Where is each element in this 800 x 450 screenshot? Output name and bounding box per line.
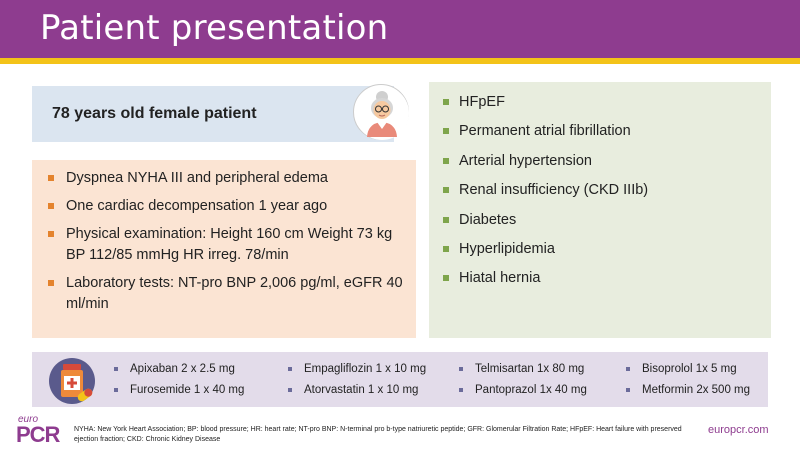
- medication-item: Empagliflozin 1 x 10 mg: [286, 362, 426, 376]
- history-item: Hyperlipidemia: [441, 239, 648, 259]
- medication-item: Atorvastatin 1 x 10 mg: [286, 383, 426, 397]
- abbreviations-footnote: NYHA: New York Heart Association; BP: bl…: [74, 426, 682, 443]
- history-item: Hiatal hernia: [441, 268, 648, 288]
- history-item: Renal insufficiency (CKD IIIb): [441, 180, 648, 200]
- symptom-item: One cardiac decompensation 1 year ago: [46, 196, 408, 217]
- history-item: Arterial hypertension: [441, 151, 648, 171]
- logo-euro-text: euro: [18, 414, 39, 425]
- symptom-item: Laboratory tests: NT-pro BNP 2,006 pg/ml…: [46, 273, 408, 315]
- logo-pcr-text: PCR: [16, 422, 60, 447]
- medication-column: Empagliflozin 1 x 10 mg Atorvastatin 1 x…: [286, 362, 426, 404]
- medication-bottle-icon: [46, 357, 98, 405]
- medication-item: Pantoprazol 1x 40 mg: [457, 383, 587, 397]
- patient-label: 78 years old female patient: [52, 105, 257, 122]
- symptom-item: Physical examination: Height 160 cm Weig…: [46, 224, 408, 266]
- medication-item: Bisoprolol 1x 5 mg: [624, 362, 750, 376]
- history-item: HFpEF: [441, 92, 648, 112]
- symptom-item: Dyspnea NYHA III and peripheral edema: [46, 168, 408, 189]
- medication-item: Apixaban 2 x 2.5 mg: [112, 362, 244, 376]
- medications-panel: [32, 352, 768, 407]
- medication-column: Bisoprolol 1x 5 mg Metformin 2x 500 mg: [624, 362, 750, 404]
- medication-item: Metformin 2x 500 mg: [624, 383, 750, 397]
- medication-column: Telmisartan 1x 80 mg Pantoprazol 1x 40 m…: [457, 362, 587, 404]
- history-item: Diabetes: [441, 210, 648, 230]
- elderly-woman-icon: [353, 84, 409, 140]
- site-url[interactable]: europcr.com: [708, 424, 769, 436]
- medication-column: Apixaban 2 x 2.5 mg Furosemide 1 x 40 mg: [112, 362, 244, 404]
- symptoms-panel: Dyspnea NYHA III and peripheral edema On…: [32, 160, 416, 338]
- medical-history-panel: HFpEF Permanent atrial fibrillation Arte…: [429, 82, 771, 338]
- medication-item: Furosemide 1 x 40 mg: [112, 383, 244, 397]
- medication-item: Telmisartan 1x 80 mg: [457, 362, 587, 376]
- history-item: Permanent atrial fibrillation: [441, 121, 648, 141]
- patient-summary-box: 78 years old female patient: [32, 86, 394, 142]
- header-accent-bar: [0, 58, 800, 64]
- header-banner: [0, 0, 800, 58]
- page-title: Patient presentation: [40, 8, 389, 48]
